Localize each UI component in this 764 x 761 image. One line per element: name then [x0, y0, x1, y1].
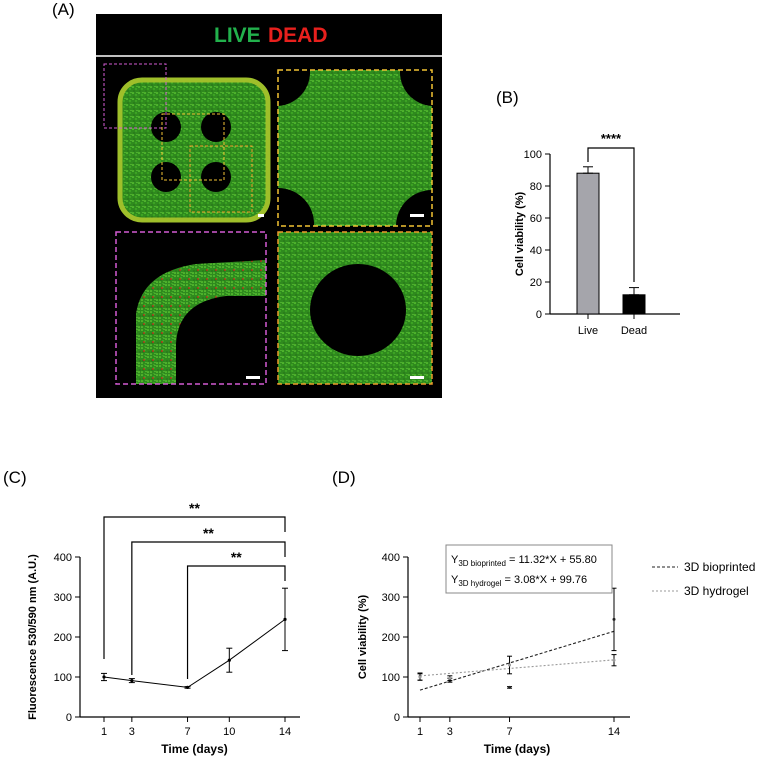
- data-point-series-1: [418, 675, 422, 679]
- y-tick-label: 0: [536, 309, 542, 321]
- live-label: LIVE: [214, 24, 261, 47]
- equation-subscript: 3D hydrogel: [458, 579, 501, 588]
- live-dead-micrograph: LIVE DEAD: [96, 14, 442, 398]
- y-axis-label: Cell viability (%): [514, 191, 526, 276]
- data-point-series-1: [612, 658, 616, 662]
- y-tick-label: 100: [54, 672, 72, 684]
- scale-bar: [410, 214, 424, 217]
- fit-line-0: [419, 630, 615, 691]
- fit-line-1: [419, 659, 615, 677]
- fit-equation: Y3D bioprinted = 11.32*X + 55.80: [451, 554, 597, 568]
- significance-label: **: [189, 500, 200, 516]
- equation-rhs: = 11.32*X + 55.80: [506, 554, 597, 566]
- data-point-series-0: [612, 617, 616, 621]
- x-axis-label: Time (days): [484, 742, 550, 756]
- y-tick-label: 0: [394, 712, 400, 724]
- scale-bar: [246, 376, 260, 379]
- fluorescence-line-chart: 0 100 200 300 400 1 3 7 10 14 Fluorescence 530/590…: [27, 500, 300, 756]
- scale-bar: [258, 214, 264, 217]
- equation-rhs: = 3.08*X + 99.76: [501, 574, 587, 586]
- viability-bar-chart: 0 20 40 60 80 100 Live Dead Cell viability (%) **…: [514, 131, 680, 337]
- legend-label: 3D bioprinted: [684, 560, 755, 574]
- data-point: [102, 675, 106, 679]
- significance-label: **: [203, 525, 214, 541]
- significance-label: **: [231, 549, 242, 565]
- data-point: [130, 679, 134, 683]
- y-tick-label: 0: [66, 712, 72, 724]
- x-tick-label: 3: [447, 726, 453, 738]
- y-tick-label: 400: [382, 552, 400, 564]
- data-point: [283, 617, 287, 621]
- scale-bar: [410, 376, 424, 379]
- y-tick-label: 200: [382, 632, 400, 644]
- x-tick-label: 14: [279, 726, 291, 738]
- x-tick-label: 7: [184, 726, 190, 738]
- significance-bracket: [186, 565, 286, 679]
- equation-box: [445, 544, 613, 594]
- data-point: [227, 658, 231, 662]
- data-point-series-1: [508, 663, 512, 667]
- y-tick-label: 20: [530, 277, 542, 289]
- y-axis-label: Fluorescence 530/590 nm (A.U.): [27, 554, 39, 720]
- panel-label-a: (A): [52, 0, 75, 19]
- significance-label: ****: [601, 131, 622, 146]
- equation-subscript: 3D bioprinted: [458, 559, 506, 568]
- y-tick-label: 400: [54, 552, 72, 564]
- x-tick-label: 14: [608, 726, 620, 738]
- zoom-yellow: [277, 69, 433, 227]
- x-tick-label: 10: [223, 726, 235, 738]
- y-tick-label: 60: [530, 213, 542, 225]
- y-tick-label: 300: [382, 592, 400, 604]
- x-axis-label: Time (days): [161, 742, 227, 756]
- equation-y: Y: [451, 554, 459, 566]
- zoom-orange: [277, 231, 433, 385]
- fit-equation: Y3D hydrogel = 3.08*X + 99.76: [451, 574, 587, 588]
- panel-label-d: (D): [332, 468, 356, 487]
- series-line: [103, 618, 286, 688]
- equation-y: Y: [451, 574, 459, 586]
- y-tick-label: 40: [530, 245, 542, 257]
- data-point: [185, 685, 190, 689]
- x-tick-label: Dead: [621, 325, 647, 337]
- y-tick-label: 100: [524, 149, 542, 161]
- x-tick-label: Live: [578, 325, 598, 337]
- y-tick-label: 100: [382, 672, 400, 684]
- data-point-series-0: [508, 685, 512, 689]
- scaffold-overview: [103, 63, 271, 223]
- dead-label: DEAD: [268, 24, 328, 47]
- zoom-magenta: [115, 231, 267, 385]
- viability-scatter-chart: 0 100 200 300 400 1 3 7 14 Cell viability (%) Time…: [357, 544, 755, 756]
- significance-bracket: [103, 516, 286, 659]
- panel-label-b: (B): [496, 88, 519, 107]
- x-tick-label: 3: [129, 726, 135, 738]
- y-tick-label: 80: [530, 181, 542, 193]
- y-axis-label: Cell viability (%): [357, 594, 369, 679]
- x-tick-label: 1: [101, 726, 107, 738]
- x-tick-label: 7: [506, 726, 512, 738]
- data-point-series-1: [448, 676, 452, 680]
- bar-dead: [622, 294, 646, 315]
- significance-bracket: [587, 147, 635, 282]
- bar-live: [576, 172, 600, 315]
- legend-label: 3D hydrogel: [684, 584, 749, 598]
- x-tick-label: 1: [417, 726, 423, 738]
- y-tick-label: 200: [54, 632, 72, 644]
- panel-label-c: (C): [3, 468, 27, 487]
- significance-bracket: [131, 541, 286, 675]
- y-tick-label: 300: [54, 592, 72, 604]
